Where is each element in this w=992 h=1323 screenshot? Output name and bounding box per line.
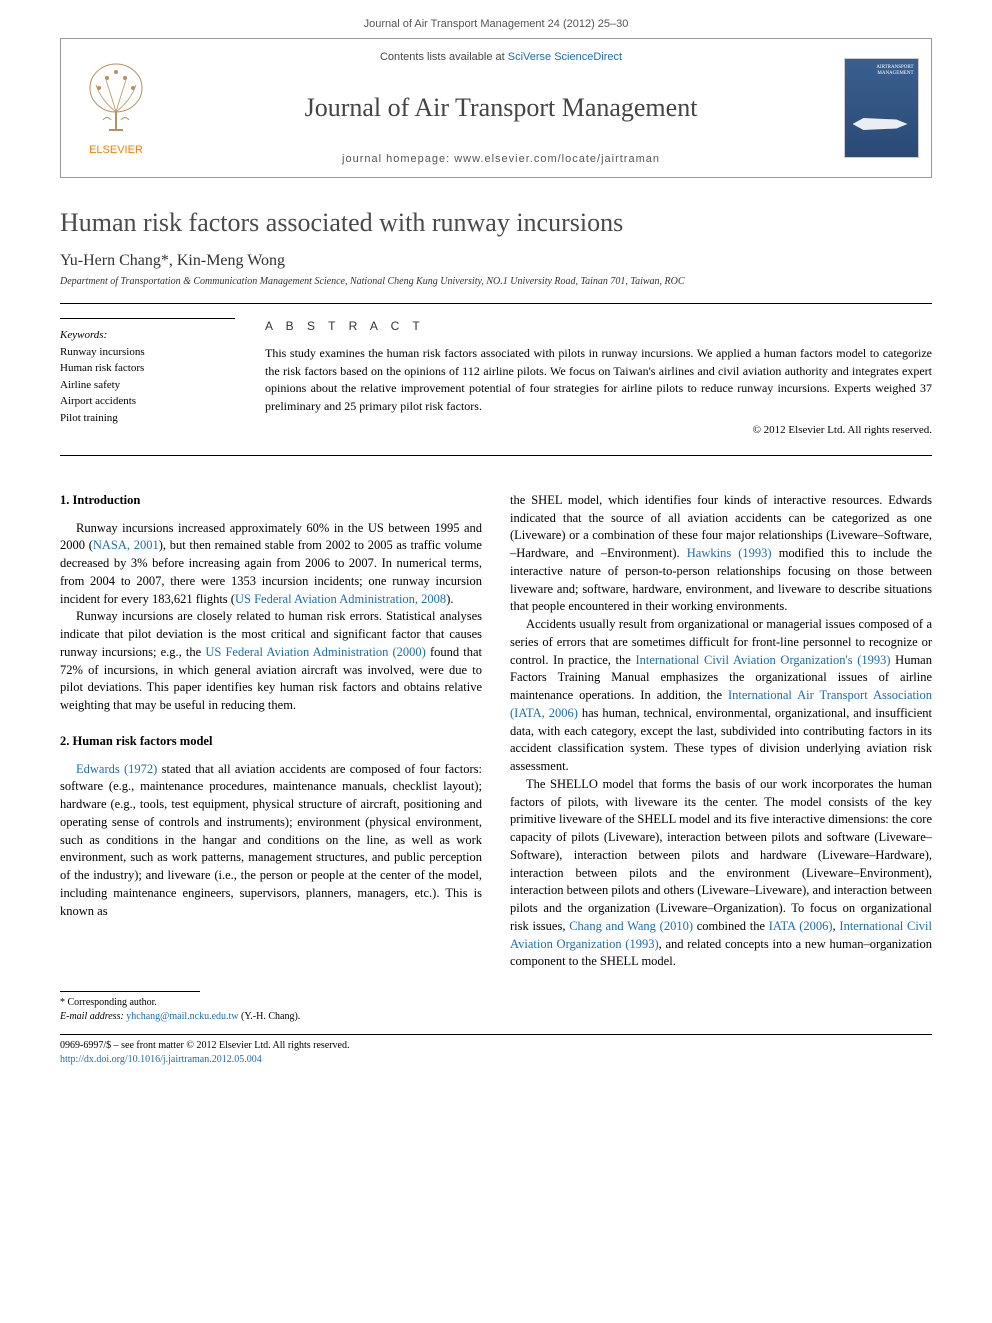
email-label: E-mail address: <box>60 1011 126 1022</box>
divider-bottom <box>60 455 932 456</box>
keyword-2: Airline safety <box>60 377 235 394</box>
abstract-text: This study examines the human risk facto… <box>265 345 932 415</box>
elsevier-tree-icon <box>81 60 151 140</box>
journal-cover: AIRTRANSPORT MANAGEMENT <box>831 39 931 177</box>
corresponding-footer: * Corresponding author. E-mail address: … <box>60 991 932 1024</box>
journal-center: Contents lists available at SciVerse Sci… <box>171 39 831 177</box>
abstract-copyright: © 2012 Elsevier Ltd. All rights reserved… <box>265 423 932 439</box>
footer-divider <box>60 991 200 992</box>
s2-r3: The SHELLO model that forms the basis of… <box>510 776 932 971</box>
cite-edwards[interactable]: Edwards (1972) <box>76 762 157 776</box>
elsevier-label: ELSEVIER <box>89 144 143 156</box>
cover-plane-icon <box>853 109 908 139</box>
email-suffix: (Y.-H. Chang). <box>239 1011 301 1022</box>
abstract-head: A B S T R A C T <box>265 318 932 335</box>
divider-top <box>60 303 932 304</box>
s1-p1: Runway incursions increased approximatel… <box>60 520 482 609</box>
journal-name: Journal of Air Transport Management <box>305 93 698 123</box>
affiliation: Department of Transportation & Communica… <box>60 276 932 287</box>
keywords-block: Keywords: Runway incursions Human risk f… <box>60 318 235 439</box>
keywords-head: Keywords: <box>60 327 235 344</box>
section-1-head: 1. Introduction <box>60 492 482 510</box>
issn-footer: 0969-6997/$ – see front matter © 2012 El… <box>60 1034 932 1067</box>
column-right: the SHEL model, which identifies four ki… <box>510 492 932 971</box>
keyword-0: Runway incursions <box>60 344 235 361</box>
contents-line: Contents lists available at SciVerse Sci… <box>380 51 622 63</box>
authors: Yu-Hern Chang*, Kin-Meng Wong <box>60 252 932 270</box>
article-title: Human risk factors associated with runwa… <box>60 208 932 238</box>
meta-row: Keywords: Runway incursions Human risk f… <box>60 318 932 439</box>
doi-link[interactable]: http://dx.doi.org/10.1016/j.jairtraman.2… <box>60 1053 932 1067</box>
email-link[interactable]: yhchang@mail.ncku.edu.tw <box>126 1011 238 1022</box>
cover-thumbnail: AIRTRANSPORT MANAGEMENT <box>844 58 919 158</box>
cite-icao1993[interactable]: International Civil Aviation Organizatio… <box>635 653 890 667</box>
homepage-line: journal homepage: www.elsevier.com/locat… <box>342 153 660 165</box>
page-citation: Journal of Air Transport Management 24 (… <box>0 0 992 38</box>
cite-nasa[interactable]: NASA, 2001 <box>93 538 159 552</box>
cite-faa2000[interactable]: US Federal Aviation Administration (2000… <box>205 645 425 659</box>
publisher-logo: ELSEVIER <box>61 39 171 177</box>
sciencedirect-link[interactable]: SciVerse ScienceDirect <box>508 51 622 63</box>
s2-r2: Accidents usually result from organizati… <box>510 616 932 776</box>
cite-iata2006b[interactable]: IATA (2006) <box>769 919 833 933</box>
abstract-block: A B S T R A C T This study examines the … <box>265 318 932 439</box>
email-line: E-mail address: yhchang@mail.ncku.edu.tw… <box>60 1010 932 1024</box>
cite-hawkins[interactable]: Hawkins (1993) <box>687 546 772 560</box>
cite-chang-wang[interactable]: Chang and Wang (2010) <box>569 919 693 933</box>
s2-p1: Edwards (1972) stated that all aviation … <box>60 761 482 921</box>
s1-p2: Runway incursions are closely related to… <box>60 608 482 715</box>
s2-r1: the SHEL model, which identifies four ki… <box>510 492 932 616</box>
column-left: 1. Introduction Runway incursions increa… <box>60 492 482 971</box>
cite-faa2008[interactable]: US Federal Aviation Administration, 2008 <box>235 592 446 606</box>
journal-header-box: ELSEVIER Contents lists available at Sci… <box>60 38 932 178</box>
keyword-1: Human risk factors <box>60 360 235 377</box>
keyword-4: Pilot training <box>60 410 235 427</box>
corresponding-author: * Corresponding author. <box>60 996 932 1010</box>
cover-label: AIRTRANSPORT MANAGEMENT <box>845 65 914 76</box>
issn-line: 0969-6997/$ – see front matter © 2012 El… <box>60 1039 932 1053</box>
keyword-3: Airport accidents <box>60 393 235 410</box>
section-2-head: 2. Human risk factors model <box>60 733 482 751</box>
contents-prefix: Contents lists available at <box>380 51 508 63</box>
body-columns: 1. Introduction Runway incursions increa… <box>60 492 932 971</box>
